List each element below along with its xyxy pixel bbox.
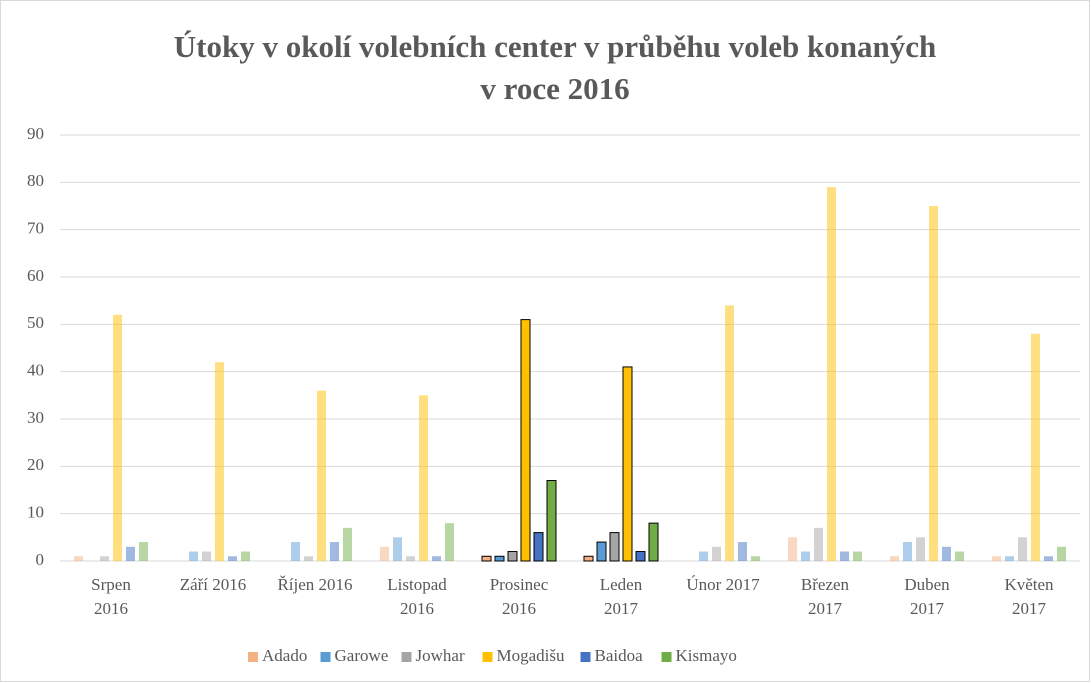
bar	[929, 206, 938, 561]
bar	[1018, 537, 1027, 561]
bar	[712, 546, 721, 561]
bar	[507, 551, 518, 562]
bar	[942, 546, 951, 561]
bar	[189, 551, 198, 561]
bar	[533, 532, 544, 562]
y-tick-label: 30	[27, 408, 44, 427]
bar	[1005, 556, 1014, 561]
bar	[380, 546, 389, 561]
bar	[596, 541, 607, 562]
legend-label: Baidoa	[595, 646, 644, 665]
bar	[751, 556, 760, 561]
legend-swatch	[248, 652, 258, 662]
legend-label: Mogadišu	[497, 646, 566, 665]
x-tick-label: Prosinec 2016	[490, 575, 549, 618]
bar	[648, 522, 659, 562]
chart-title: Útoky v okolí volebních center v průběhu…	[174, 29, 936, 106]
x-tick-label: Duben 2017	[904, 575, 950, 618]
bar	[827, 187, 836, 562]
bar	[955, 551, 964, 561]
bar	[202, 551, 211, 561]
legend-label: Adado	[262, 646, 307, 665]
y-tick-label: 90	[27, 124, 44, 143]
bar	[609, 532, 620, 562]
bar	[903, 542, 912, 561]
bar	[1044, 556, 1053, 561]
bar	[916, 537, 925, 561]
y-tick-label: 10	[27, 503, 44, 522]
x-tick-label: Srpen 2016	[91, 575, 131, 618]
y-tick-label: 70	[27, 219, 44, 238]
legend-swatch	[320, 652, 331, 662]
bar	[788, 537, 797, 561]
bar	[126, 546, 135, 561]
bar	[291, 542, 300, 561]
bar	[546, 480, 557, 562]
legend-label: Kismayo	[676, 646, 737, 665]
y-tick-label: 40	[27, 361, 44, 380]
bar	[583, 555, 594, 562]
bar	[113, 314, 122, 561]
x-tick-label: Září 2016	[180, 575, 247, 594]
y-tick-label: 50	[27, 313, 44, 332]
legend-label: Jowhar	[416, 646, 465, 665]
bar	[699, 551, 708, 561]
legend-swatch	[482, 652, 493, 662]
legend-swatch	[661, 652, 672, 662]
bar	[343, 527, 352, 561]
y-tick-label: 80	[27, 171, 44, 190]
bar	[814, 527, 823, 561]
bar	[139, 542, 148, 561]
bar	[100, 556, 109, 561]
bar	[853, 551, 862, 561]
bar	[622, 366, 633, 562]
bar	[1031, 333, 1040, 561]
x-tick-label: Leden 2017	[600, 575, 643, 618]
bar	[419, 395, 428, 561]
bar	[432, 556, 441, 561]
legend-label: Garowe	[335, 646, 389, 665]
bar	[74, 556, 83, 561]
bar	[725, 305, 734, 561]
legend-swatch	[401, 652, 412, 662]
bar	[317, 390, 326, 561]
bar	[330, 542, 339, 561]
bar	[304, 556, 313, 561]
bar	[241, 551, 250, 561]
bar	[228, 556, 237, 561]
bar	[992, 556, 1001, 561]
bar	[406, 556, 415, 561]
x-tick-label: Březen 2017	[801, 575, 850, 618]
bar	[494, 555, 505, 562]
bar	[393, 537, 402, 561]
y-tick-label: 20	[27, 455, 44, 474]
bar	[840, 551, 849, 561]
x-tick-label: Listopad 2016	[387, 575, 447, 618]
bar	[520, 319, 531, 562]
bar	[445, 523, 454, 561]
bar	[738, 542, 747, 561]
bar	[1057, 546, 1066, 561]
bar	[890, 556, 899, 561]
x-tick-label: Říjen 2016	[277, 575, 352, 594]
y-tick-label: 60	[27, 266, 44, 285]
legend-swatch	[580, 652, 591, 662]
x-tick-label: Únor 2017	[686, 575, 760, 594]
x-tick-label: Květen 2017	[1004, 575, 1054, 618]
bar	[215, 362, 224, 561]
bar	[635, 551, 646, 562]
bar	[481, 555, 492, 562]
y-tick-label: 0	[36, 550, 45, 569]
bar	[801, 551, 810, 561]
